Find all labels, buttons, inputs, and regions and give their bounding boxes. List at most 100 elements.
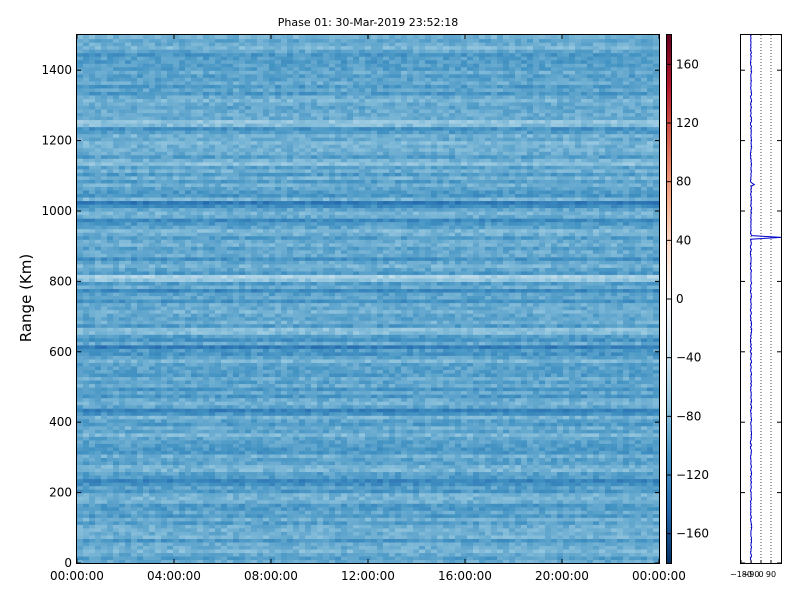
heatmap-cell [425, 457, 432, 462]
heatmap-cell [347, 429, 354, 434]
heatmap-cell [119, 538, 126, 543]
heatmap-cell [269, 460, 276, 466]
heatmap-cell [275, 482, 282, 487]
heatmap-cell [215, 489, 222, 494]
heatmap-cell [443, 446, 450, 451]
heatmap-cell [455, 545, 462, 550]
heatmap-cell [359, 450, 366, 455]
heatmap-cell [359, 520, 366, 525]
heatmap-cell [527, 534, 534, 539]
heatmap-cell [551, 538, 558, 543]
heatmap-cell [305, 383, 312, 388]
heatmap-cell [443, 411, 450, 416]
heatmap-cell [125, 379, 132, 385]
heatmap-cell [341, 432, 348, 437]
heatmap-cell [593, 538, 600, 543]
heatmap-cell [587, 446, 594, 451]
heatmap-cell [509, 503, 516, 508]
heatmap-cell [125, 429, 132, 434]
heatmap-cell [119, 397, 126, 402]
heatmap-cell [107, 415, 114, 420]
heatmap-cell [107, 457, 114, 462]
heatmap-cell [95, 478, 102, 483]
heatmap-cell [539, 429, 546, 434]
heatmap-cell [647, 503, 654, 508]
heatmap-cell [245, 555, 252, 561]
heatmap-cell [203, 503, 210, 508]
heatmap-cell [485, 524, 492, 529]
heatmap-cell [413, 436, 420, 441]
heatmap-cell [263, 492, 270, 497]
heatmap-cell [197, 404, 204, 409]
heatmap-cell [653, 397, 660, 402]
heatmap-cell [77, 531, 84, 536]
heatmap-cell [407, 436, 414, 441]
heatmap-cell [257, 429, 264, 434]
heatmap-cell [605, 485, 612, 490]
heatmap-cell [461, 475, 468, 480]
heatmap-cell [521, 408, 528, 413]
heatmap-cell [353, 383, 360, 388]
heatmap-cell [371, 538, 378, 543]
heatmap-cell [629, 499, 636, 504]
heatmap-cell [449, 404, 456, 409]
heatmap-cell [371, 401, 378, 406]
heatmap-cell [101, 394, 108, 399]
heatmap-cell [629, 510, 636, 515]
heatmap-cell [611, 408, 618, 413]
heatmap-cell [137, 460, 144, 466]
heatmap-cell [101, 467, 108, 473]
heatmap-cell [155, 496, 162, 501]
heatmap-cell [173, 548, 180, 554]
heatmap-cell [209, 415, 216, 420]
heatmap-cell [425, 397, 432, 402]
heatmap-cell [461, 478, 468, 483]
heatmap-cell [641, 527, 648, 532]
heatmap-cell [155, 401, 162, 406]
heatmap-cell [557, 506, 564, 511]
heatmap-cell [311, 545, 318, 550]
heatmap-cell [221, 436, 228, 441]
heatmap-cell [455, 496, 462, 501]
heatmap-cell [287, 552, 294, 557]
heatmap-cell [473, 552, 480, 557]
heatmap-cell [203, 510, 210, 515]
heatmap-cell [545, 457, 552, 462]
heatmap-cell [281, 475, 288, 480]
heatmap-cell [161, 401, 168, 406]
heatmap-cell [557, 401, 564, 406]
heatmap-cell [227, 520, 234, 525]
heatmap-cell [581, 513, 588, 518]
heatmap-cell [125, 538, 132, 543]
heatmap-cell [473, 496, 480, 501]
heatmap-cell [395, 527, 402, 532]
heatmap-cell [377, 397, 384, 402]
heatmap-cell [635, 559, 642, 564]
heatmap-cell [503, 559, 510, 564]
heatmap-cell [509, 387, 516, 392]
heatmap-cell [599, 436, 606, 441]
heatmap-cell [551, 446, 558, 451]
heatmap-cell [437, 411, 444, 416]
heatmap-cell [329, 422, 336, 427]
heatmap-cell [95, 404, 102, 409]
heatmap-cell [173, 489, 180, 494]
heatmap-cell [209, 418, 216, 423]
heatmap-cell [95, 436, 102, 441]
heatmap-cell [353, 439, 360, 444]
heatmap-cell [323, 552, 330, 557]
heatmap-cell [485, 541, 492, 546]
heatmap-cell [611, 415, 618, 420]
heatmap-cell [593, 429, 600, 434]
heatmap-cell [521, 489, 528, 494]
heatmap-cell [365, 506, 372, 511]
heatmap-cell [419, 446, 426, 451]
heatmap-cell [527, 397, 534, 402]
heatmap-cell [143, 482, 150, 487]
heatmap-cell [77, 418, 84, 423]
heatmap-cell [95, 555, 102, 561]
heatmap-cell [299, 482, 306, 487]
heatmap-cell [365, 489, 372, 494]
heatmap-cell [215, 450, 222, 455]
heatmap-cell [401, 453, 408, 458]
